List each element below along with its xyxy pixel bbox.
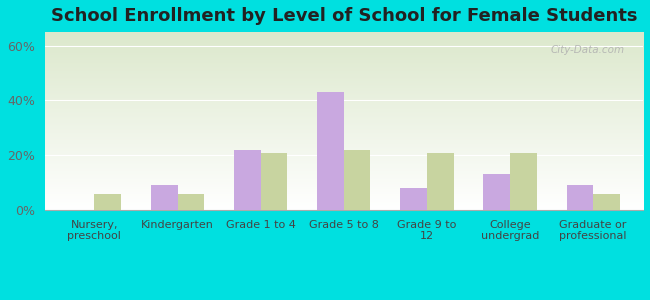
Bar xyxy=(234,150,261,210)
Bar xyxy=(261,152,287,210)
Bar xyxy=(317,92,344,210)
Bar xyxy=(593,194,620,210)
Bar xyxy=(151,185,177,210)
Bar xyxy=(400,188,427,210)
Bar xyxy=(567,185,593,210)
Bar xyxy=(510,152,537,210)
Text: City-Data.com: City-Data.com xyxy=(551,44,625,55)
Bar xyxy=(427,152,454,210)
Title: School Enrollment by Level of School for Female Students: School Enrollment by Level of School for… xyxy=(51,7,637,25)
Bar xyxy=(484,174,510,210)
Bar xyxy=(177,194,204,210)
Bar xyxy=(94,194,121,210)
Bar xyxy=(344,150,370,210)
